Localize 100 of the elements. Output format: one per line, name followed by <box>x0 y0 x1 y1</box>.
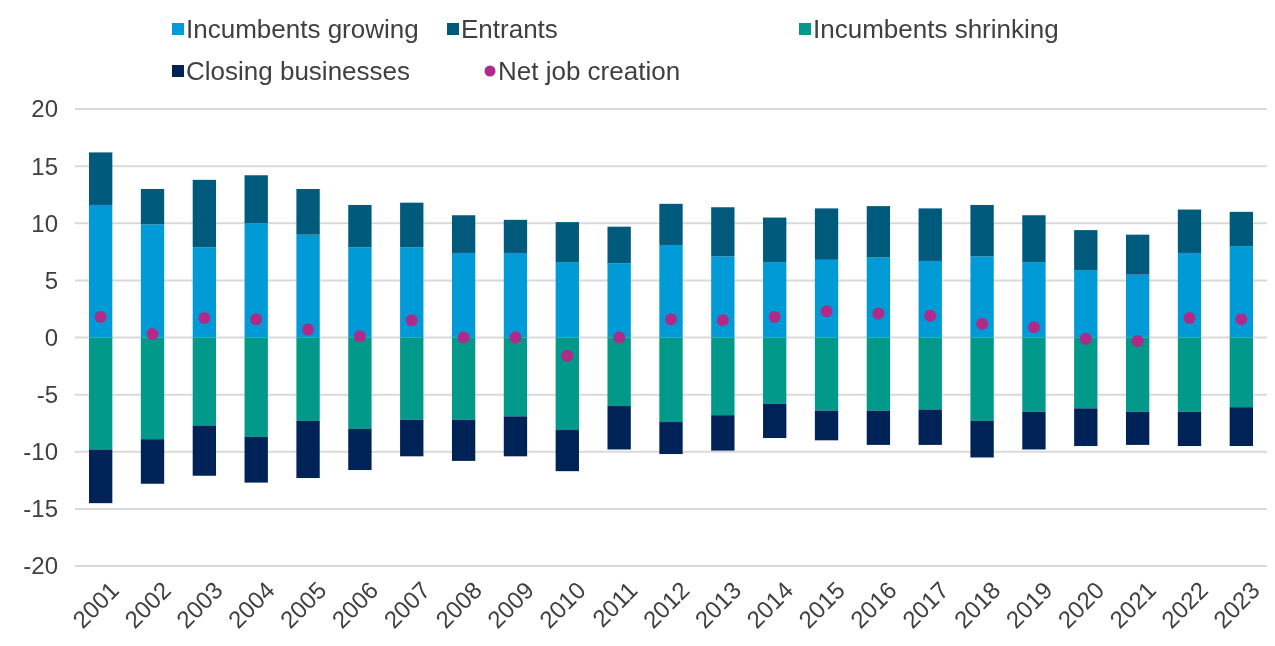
bar <box>400 419 424 457</box>
bar <box>140 439 165 484</box>
point <box>768 310 781 323</box>
bar <box>555 222 579 263</box>
bar <box>814 259 839 338</box>
bar <box>140 337 165 440</box>
bar <box>140 224 165 338</box>
legend-label: Incumbents growing <box>186 14 419 45</box>
bar <box>1229 337 1253 408</box>
bar <box>1125 337 1150 412</box>
bar <box>918 208 942 261</box>
bar <box>814 337 839 411</box>
bar <box>296 188 320 235</box>
bar <box>1125 274 1150 338</box>
bar <box>89 449 113 504</box>
bar <box>1177 337 1202 412</box>
point <box>198 312 211 325</box>
bar <box>348 204 372 248</box>
bar <box>607 406 631 450</box>
point <box>1183 312 1196 325</box>
point <box>820 305 833 318</box>
bar <box>659 422 683 455</box>
bar <box>1074 337 1098 409</box>
point <box>146 328 159 341</box>
bar <box>89 337 113 450</box>
bar <box>970 337 994 421</box>
point <box>561 349 574 362</box>
bar <box>1177 411 1202 447</box>
y-tick-label: 15 <box>31 152 58 180</box>
point <box>1079 332 1092 345</box>
point <box>924 309 937 322</box>
y-tick-label: -15 <box>23 495 58 523</box>
bar <box>1125 234 1150 275</box>
point <box>405 314 418 327</box>
bar <box>607 226 631 264</box>
bar <box>1022 411 1046 450</box>
bar <box>970 256 994 338</box>
bar <box>503 219 528 253</box>
bar <box>918 337 942 410</box>
bar <box>607 337 631 407</box>
bar <box>348 428 372 471</box>
point <box>302 323 315 336</box>
bar <box>1229 211 1253 247</box>
bar <box>192 247 217 338</box>
bar <box>140 188 165 225</box>
bar <box>503 252 528 338</box>
legend-label: Closing businesses <box>186 56 411 87</box>
bar <box>866 337 891 411</box>
point <box>1027 321 1040 334</box>
legend-label: Incumbents shrinking <box>813 14 1059 45</box>
point <box>1131 334 1144 347</box>
y-tick-label: -10 <box>23 438 58 466</box>
bar <box>711 415 735 451</box>
bar <box>503 337 528 417</box>
bar <box>763 262 787 338</box>
bar <box>296 420 320 479</box>
bar <box>296 234 320 338</box>
bar <box>192 337 217 426</box>
bar <box>711 207 735 257</box>
bar <box>1022 262 1046 338</box>
bar <box>89 204 113 338</box>
bar <box>348 247 372 338</box>
bar <box>918 260 942 338</box>
point <box>1235 313 1248 326</box>
legend-label: Net job creation <box>498 56 681 87</box>
bar <box>1022 215 1046 263</box>
bar <box>1177 252 1202 338</box>
y-tick-label: 5 <box>44 266 58 294</box>
bar <box>814 208 839 260</box>
point <box>716 314 729 327</box>
legend-label: Entrants <box>461 14 558 45</box>
bar <box>659 203 683 245</box>
y-tick-label: -5 <box>36 381 58 409</box>
point <box>250 313 263 326</box>
bar <box>1074 230 1098 271</box>
point <box>976 317 989 330</box>
bar <box>192 179 217 248</box>
bar <box>451 419 476 461</box>
bar <box>970 420 994 458</box>
point <box>509 331 522 344</box>
bar <box>711 256 735 338</box>
point <box>665 313 677 326</box>
bar <box>1074 408 1098 447</box>
bar <box>296 337 320 421</box>
bar <box>451 252 476 338</box>
bar <box>1125 411 1150 445</box>
bar <box>866 257 891 338</box>
bar <box>866 206 891 258</box>
y-tick-label: 0 <box>44 323 58 351</box>
bar <box>348 337 372 429</box>
bar <box>1229 246 1253 338</box>
bar <box>244 223 268 338</box>
bar <box>918 409 942 445</box>
bar <box>1022 337 1046 412</box>
bar <box>970 204 994 257</box>
bar <box>244 175 268 224</box>
bar <box>555 430 579 472</box>
bar <box>192 425 217 476</box>
point <box>872 307 885 320</box>
y-tick-label: -20 <box>23 552 58 580</box>
